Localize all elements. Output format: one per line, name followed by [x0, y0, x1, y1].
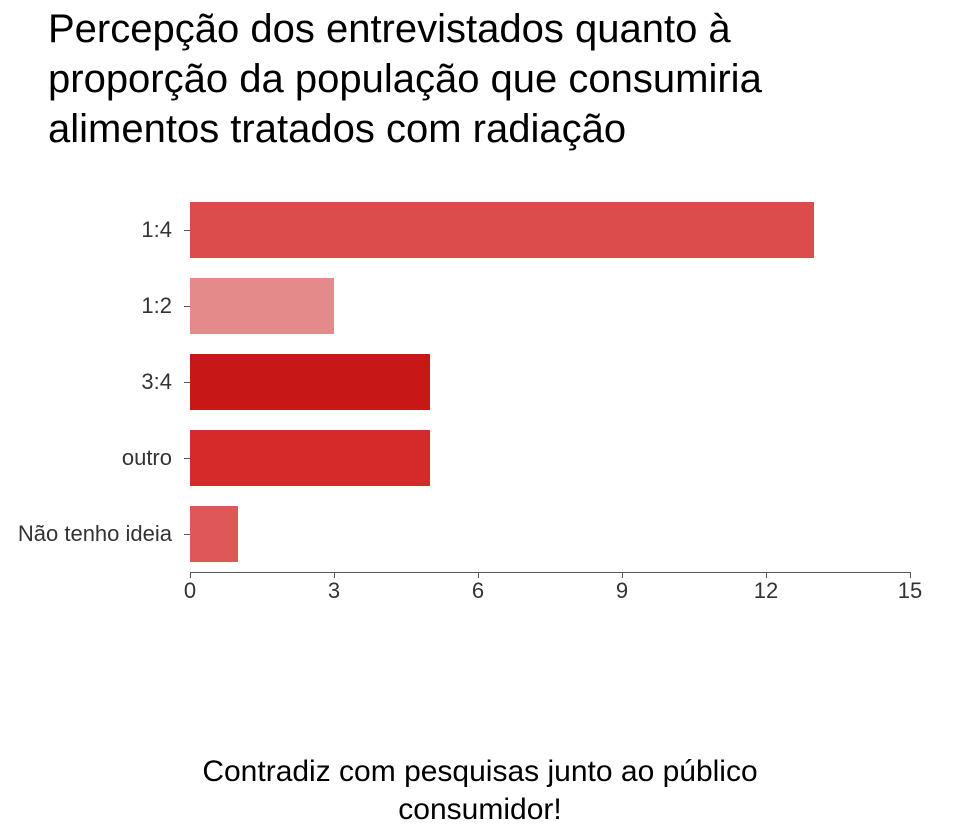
y-tick-label: 3:4 — [141, 369, 172, 395]
x-tick-label: 0 — [184, 578, 196, 604]
page-title: Percepção dos entrevistados quanto à pro… — [0, 4, 960, 154]
y-tick-label: outro — [122, 445, 172, 471]
footer-caption: Contradiz com pesquisas junto ao público… — [0, 753, 960, 828]
y-tick-label: Não tenho ideia — [18, 521, 172, 547]
bar-1-4 — [190, 202, 814, 258]
title-line-3: alimentos tratados com radiação — [48, 104, 930, 154]
page: Percepção dos entrevistados quanto à pro… — [0, 0, 960, 836]
x-tick-mark — [478, 572, 479, 578]
x-tick-label: 15 — [898, 578, 922, 604]
x-tick-label: 12 — [754, 578, 778, 604]
bar-3-4 — [190, 354, 430, 410]
x-tick-mark — [910, 572, 911, 578]
bar-nao-tenho-ideia — [190, 506, 238, 562]
title-line-2: proporção da população que consumiria — [48, 54, 930, 104]
y-axis-labels: 1:4 1:2 3:4 outro Não tenho ideia — [12, 192, 172, 572]
bar-chart: 1:4 1:2 3:4 outro Não tenho ideia 0 3 6 … — [12, 182, 912, 622]
x-tick-mark — [334, 572, 335, 578]
bar-1-2 — [190, 278, 334, 334]
bar-outro — [190, 430, 430, 486]
x-axis-line — [190, 572, 910, 573]
x-tick-mark — [622, 572, 623, 578]
x-axis-labels: 0 3 6 9 12 15 — [190, 578, 910, 608]
y-tick-label: 1:4 — [141, 217, 172, 243]
x-tick-mark — [190, 572, 191, 578]
x-tick-label: 3 — [328, 578, 340, 604]
x-tick-mark — [766, 572, 767, 578]
x-tick-label: 6 — [472, 578, 484, 604]
title-line-1: Percepção dos entrevistados quanto à — [48, 4, 930, 54]
bars-container — [190, 192, 910, 572]
footer-line-2: consumidor! — [0, 791, 960, 829]
y-tick-label: 1:2 — [141, 293, 172, 319]
x-tick-label: 9 — [616, 578, 628, 604]
footer-line-1: Contradiz com pesquisas junto ao público — [0, 753, 960, 791]
